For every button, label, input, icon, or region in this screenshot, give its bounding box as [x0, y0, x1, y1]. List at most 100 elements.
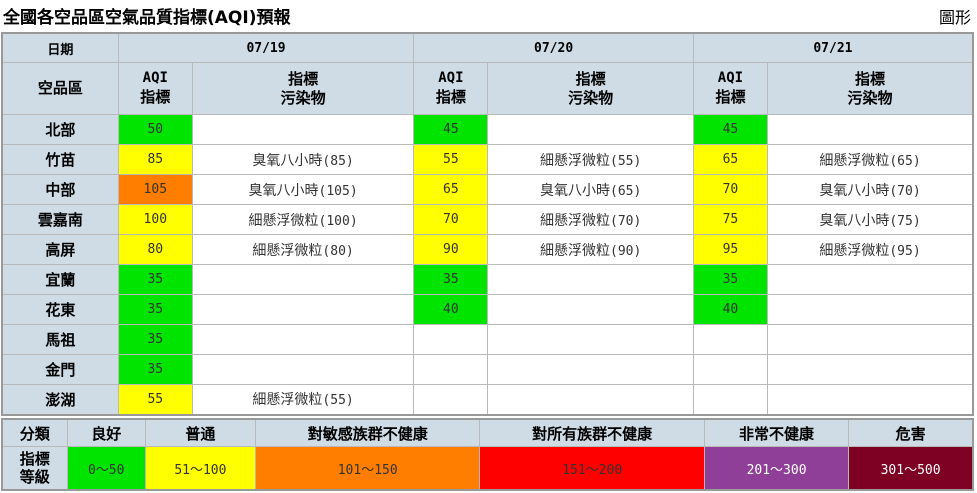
region-label: 空品區	[1, 62, 119, 115]
pollutant-value: (70)	[889, 183, 921, 199]
pollutant-cell: 臭氧八小時(65)	[487, 174, 694, 205]
pollutant-name: 細懸浮微粒	[540, 152, 610, 169]
region-row: 金門 35	[1, 354, 974, 385]
pollutant-cell: 細懸浮微粒(55)	[191, 384, 415, 415]
region-name: 馬祖	[1, 324, 119, 355]
pollutant-name: 細懸浮微粒	[540, 212, 610, 229]
pollutant-cell	[487, 324, 694, 355]
pollutant-cell: 細懸浮微粒(65)	[767, 144, 974, 175]
aqi-forecast-table: 日期 07/19 07/20 07/21 空品區 AQI 指標 指標 污染物 AQI…	[1, 32, 974, 416]
pollutant-value: (65)	[610, 183, 642, 199]
region-row: 花東 35 40 40	[1, 294, 974, 325]
legend-category-name: 普通	[144, 418, 257, 447]
aqi-column-header: AQI 指標	[692, 62, 769, 115]
pollutant-cell	[487, 384, 694, 415]
legend-category-name: 對所有族群不健康	[479, 418, 705, 447]
region-name: 澎湖	[1, 384, 119, 415]
pollutant-column-header: 指標 污染物	[487, 62, 694, 115]
aqi-value-cell: 100	[117, 204, 193, 235]
aqi-value-cell	[413, 384, 489, 415]
legend-category-name: 良好	[66, 418, 146, 447]
aqi-value-cell: 45	[692, 114, 769, 145]
pollutant-cell	[767, 264, 974, 295]
aqi-value-cell: 95	[692, 234, 769, 265]
pollutant-value: (55)	[322, 393, 354, 409]
pollutant-cell	[191, 264, 415, 295]
aqi-value-cell: 55	[413, 144, 489, 175]
aqi-value-cell: 50	[117, 114, 193, 145]
legend-range-very-unhealthy: 201～300	[703, 446, 850, 491]
pollutant-cell	[767, 324, 974, 355]
region-row: 竹苗 85 臭氧八小時(85) 55 細懸浮微粒(55) 65 細懸浮微粒(65)	[1, 144, 974, 175]
legend-category-label: 分類	[1, 418, 68, 447]
pollutant-cell	[191, 324, 415, 355]
aqi-value-cell: 35	[117, 294, 193, 325]
pollutant-cell: 臭氧八小時(85)	[191, 144, 415, 175]
pollutant-name: 臭氧八小時	[819, 182, 890, 199]
aqi-value-cell: 45	[413, 114, 489, 145]
aqi-value-cell: 35	[117, 264, 193, 295]
region-row: 馬祖 35	[1, 324, 974, 355]
pollutant-name: 臭氧八小時	[252, 152, 323, 169]
aqi-value-cell: 40	[413, 294, 489, 325]
pollutant-value: (70)	[610, 213, 642, 229]
legend-category-name: 對敏感族群不健康	[254, 418, 481, 447]
pollutant-value: (100)	[318, 213, 358, 229]
region-name: 高屏	[1, 234, 119, 265]
pollutant-name: 細懸浮微粒	[252, 392, 323, 409]
pollutant-value: (90)	[610, 243, 642, 259]
legend-range-usg: 101～150	[254, 446, 481, 491]
aqi-value-cell: 80	[117, 234, 193, 265]
pollutant-cell	[487, 114, 694, 145]
aqi-value-cell: 90	[413, 234, 489, 265]
legend-range-row: 指標 等級 0～50 51～100 101～150 151～200 201～300…	[1, 446, 974, 491]
pollutant-cell	[191, 294, 415, 325]
pollutant-column-header: 指標 污染物	[191, 62, 415, 115]
date-header: 07/19	[117, 32, 415, 63]
pollutant-name: 臭氧八小時	[248, 182, 319, 199]
aqi-value-cell	[692, 384, 769, 415]
legend-range-hazardous: 301～500	[848, 446, 974, 491]
aqi-value-cell: 55	[117, 384, 193, 415]
region-name: 雲嘉南	[1, 204, 119, 235]
pollutant-cell	[191, 114, 415, 145]
pollutant-cell	[767, 354, 974, 385]
aqi-value-cell	[692, 354, 769, 385]
date-header-row: 日期 07/19 07/20 07/21	[1, 32, 974, 63]
aqi-value-cell: 65	[413, 174, 489, 205]
column-header-row: 空品區 AQI 指標 指標 污染物 AQI 指標 指標 污染物 AQI 指標 指標 污染物	[1, 62, 974, 115]
pollutant-value: (105)	[318, 183, 358, 199]
pollutant-value: (95)	[889, 243, 921, 259]
date-header: 07/21	[692, 32, 974, 63]
legend-range-unhealthy: 151～200	[479, 446, 705, 491]
pollutant-cell: 臭氧八小時(70)	[767, 174, 974, 205]
region-name: 金門	[1, 354, 119, 385]
pollutant-name: 細懸浮微粒	[248, 212, 319, 229]
pollutant-cell	[767, 114, 974, 145]
aqi-value-cell: 105	[117, 174, 193, 205]
aqi-value-cell: 35	[413, 264, 489, 295]
pollutant-name: 細懸浮微粒	[540, 242, 610, 259]
page-title: 全國各空品區空氣品質指標(AQI)預報	[3, 8, 291, 28]
pollutant-name: 臭氧八小時	[540, 182, 610, 199]
aqi-column-header: AQI 指標	[413, 62, 489, 115]
chart-view-link[interactable]: 圖形	[938, 8, 971, 27]
aqi-legend-table: 分類 良好 普通 對敏感族群不健康 對所有族群不健康 非常不健康 危害 指標 等級…	[1, 418, 974, 491]
pollutant-value: (65)	[889, 153, 921, 169]
pollutant-cell	[487, 354, 694, 385]
legend-category-name: 非常不健康	[703, 418, 850, 447]
region-row: 北部 50 45 45	[1, 114, 974, 145]
pollutant-value: (85)	[322, 153, 354, 169]
aqi-column-header: AQI 指標	[117, 62, 193, 115]
pollutant-cell: 臭氧八小時(75)	[767, 204, 974, 235]
aqi-value-cell	[413, 354, 489, 385]
pollutant-cell: 細懸浮微粒(100)	[191, 204, 415, 235]
pollutant-value: (75)	[889, 213, 921, 229]
region-name: 竹苗	[1, 144, 119, 175]
region-row: 雲嘉南 100 細懸浮微粒(100) 70 細懸浮微粒(70) 75 臭氧八小時(75)	[1, 204, 974, 235]
aqi-value-cell: 35	[117, 324, 193, 355]
pollutant-cell: 臭氧八小時(105)	[191, 174, 415, 205]
region-row: 中部 105 臭氧八小時(105) 65 臭氧八小時(65) 70 臭氧八小時(70)	[1, 174, 974, 205]
forecast-rows: 北部 50 45 45 竹苗 85 臭氧八小時(85) 55 細懸浮微粒(55) 65 細懸浮微粒(…	[1, 114, 974, 415]
aqi-value-cell: 75	[692, 204, 769, 235]
